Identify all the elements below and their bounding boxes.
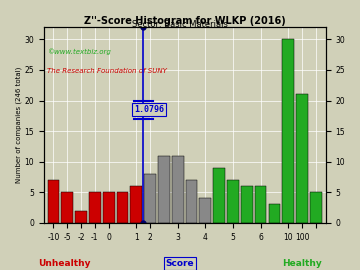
Bar bbox=[227, 180, 239, 223]
Bar bbox=[103, 192, 114, 223]
Bar bbox=[241, 186, 253, 223]
Bar bbox=[75, 211, 87, 223]
Text: 1.0796: 1.0796 bbox=[134, 105, 164, 114]
Text: Score: Score bbox=[166, 259, 194, 268]
Title: Z''-Score Histogram for WLKP (2016): Z''-Score Histogram for WLKP (2016) bbox=[84, 16, 285, 26]
Bar bbox=[310, 192, 322, 223]
Bar bbox=[255, 186, 266, 223]
Bar bbox=[282, 39, 294, 223]
Bar bbox=[186, 180, 197, 223]
Bar bbox=[130, 186, 142, 223]
Bar bbox=[269, 204, 280, 223]
Text: ©www.textbiz.org: ©www.textbiz.org bbox=[47, 48, 111, 55]
Bar bbox=[213, 168, 225, 223]
Bar bbox=[199, 198, 211, 223]
Bar bbox=[117, 192, 129, 223]
Bar bbox=[61, 192, 73, 223]
Y-axis label: Number of companies (246 total): Number of companies (246 total) bbox=[15, 67, 22, 183]
Text: The Research Foundation of SUNY: The Research Foundation of SUNY bbox=[47, 68, 167, 74]
Bar bbox=[158, 156, 170, 223]
Bar bbox=[172, 156, 184, 223]
Text: Sector: Basic Materials: Sector: Basic Materials bbox=[132, 20, 228, 29]
Text: Unhealthy: Unhealthy bbox=[39, 259, 91, 268]
Bar bbox=[144, 174, 156, 223]
Text: Healthy: Healthy bbox=[283, 259, 322, 268]
Bar bbox=[296, 94, 308, 223]
Bar bbox=[48, 180, 59, 223]
Bar bbox=[89, 192, 101, 223]
